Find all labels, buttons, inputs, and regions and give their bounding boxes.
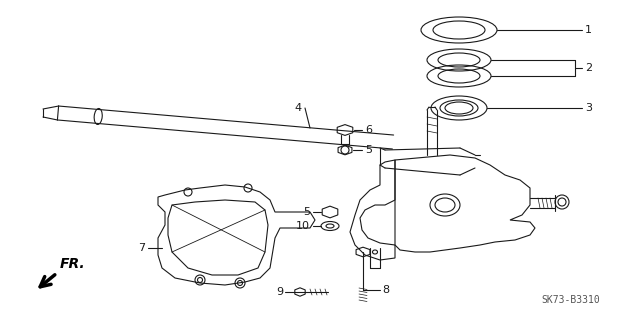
Text: FR.: FR. (60, 257, 86, 271)
Text: 8: 8 (382, 285, 389, 295)
Text: SK73-B3310: SK73-B3310 (541, 295, 600, 305)
Text: 5: 5 (303, 207, 310, 217)
Text: 7: 7 (138, 243, 145, 253)
Text: 3: 3 (585, 103, 592, 113)
Text: 5: 5 (365, 145, 372, 155)
Text: 9: 9 (276, 287, 283, 297)
Text: 10: 10 (296, 221, 310, 231)
Text: 6: 6 (365, 125, 372, 135)
Text: 2: 2 (585, 63, 592, 73)
Text: 1: 1 (585, 25, 592, 35)
Text: 4: 4 (295, 103, 302, 113)
